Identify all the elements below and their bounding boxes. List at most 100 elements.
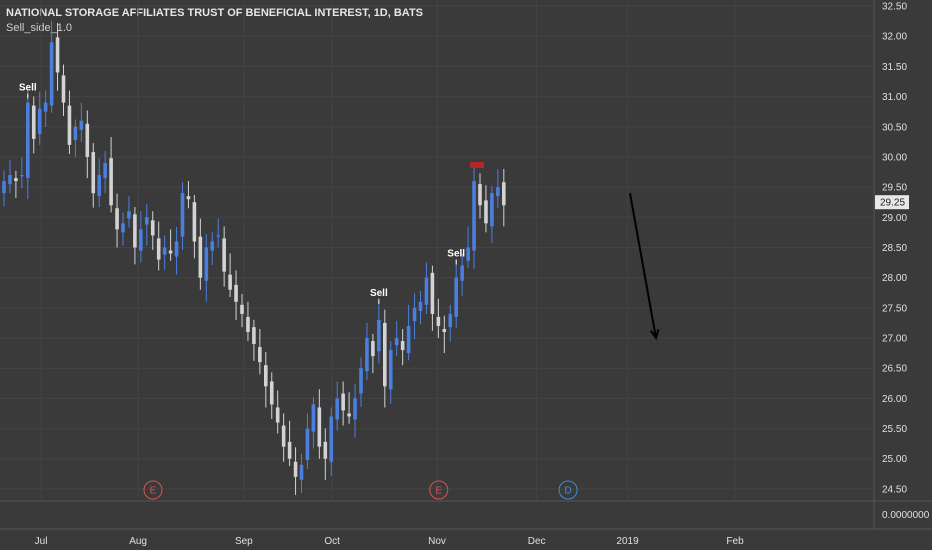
price-tick-label: 31.50 [882,62,907,73]
candle-body [228,274,232,290]
candle-body [502,182,506,206]
earnings-event-letter: E [150,486,157,497]
sell-signal-label: Sell [447,249,465,260]
candle-body [103,162,107,179]
time-tick-label: 2019 [616,536,639,547]
earnings-event-marker[interactable] [429,480,449,500]
sell-signal-label: Sell [19,83,37,94]
candle-body [49,42,54,106]
candle-body [496,187,500,197]
candle-body [150,220,155,236]
candle-body [406,325,411,354]
candle-body [258,347,262,363]
candle-body [67,105,72,145]
candle-body [91,152,96,194]
candle-body [383,322,387,387]
earnings-event-marker[interactable] [143,480,163,500]
candle-body [79,120,84,130]
candle-body [73,126,78,141]
candle-body [133,214,137,248]
candle-body [139,229,143,251]
price-tick-label: 27.00 [882,334,907,345]
time-tick-label: Dec [528,536,546,547]
candle-body [168,250,173,254]
candle-body [448,313,453,328]
chart-title: NATIONAL STORAGE AFFILIATES TRUST OF BEN… [6,7,423,19]
price-tick-label: 25.50 [882,424,907,435]
top-signal-marker [470,161,485,168]
candle-body [192,202,197,242]
candle-body [281,425,286,447]
candle-body [20,175,24,177]
candle-body [377,319,381,352]
candle-body [240,304,244,314]
projection-arrow-line [629,192,657,339]
candle-body [61,75,66,103]
sell-signal-label: Sell [370,288,388,299]
earnings-event-letter: E [435,486,442,497]
candle-body [293,461,298,477]
indicator-value-label: 0.0000000 [882,510,930,521]
candle-body [466,247,470,261]
candle-body [115,208,119,230]
candle-body [418,301,423,311]
candle-body [424,277,429,305]
candle-body [109,158,113,206]
time-tick-label: Nov [428,536,446,547]
candle-body [359,368,363,394]
candle-body [8,175,12,185]
candle-body [436,316,441,326]
last-price-label: 29.25 [880,198,905,209]
price-tick-label: 28.50 [882,243,907,254]
candle-body [287,441,292,459]
candle-body [299,464,304,480]
time-tick-label: Oct [324,536,340,547]
candle-body [275,407,280,423]
time-tick-label: Sep [235,536,253,547]
candle-body [85,123,90,157]
candle-body [204,247,209,281]
projection-arrow-head [649,329,660,341]
candle-body [371,341,375,357]
candle-body [478,184,482,206]
candle-body [127,211,131,219]
candle-body [121,223,125,233]
candle-body [329,416,334,462]
candle-body [55,37,60,73]
candle-body [252,327,256,345]
candle-body [353,398,357,420]
dividend-event-letter: D [564,486,571,497]
candle-body [14,178,18,182]
candle-body [490,193,494,227]
candle-body [26,102,30,179]
candle-body [472,181,476,251]
candle-body [180,193,185,237]
candle-body [412,307,417,322]
candle-body [198,236,203,278]
candle-body [222,238,226,272]
price-tick-label: 29.00 [882,213,907,224]
candle-body [31,105,36,139]
candle-body [97,175,101,197]
time-tick-label: Jul [35,536,48,547]
price-tick-label: 32.50 [882,2,907,13]
candle-body [454,277,458,317]
price-tick-label: 30.00 [882,152,907,163]
candle-body [145,217,149,225]
candle-body [269,381,274,405]
candle-body [162,247,167,255]
candle-body [323,441,328,459]
candle-body [311,404,316,432]
candle-body [246,316,250,332]
candle-body [460,265,464,281]
candle-body [2,181,6,194]
candle-body [400,341,405,351]
candle-body [186,196,191,200]
last-price-badge [875,195,909,210]
candle-body [216,235,220,237]
candle-body [234,284,238,302]
study-label[interactable]: Sell_side_1.0 [6,22,73,34]
dividend-event-marker[interactable] [558,480,578,500]
candle-body [43,102,48,112]
